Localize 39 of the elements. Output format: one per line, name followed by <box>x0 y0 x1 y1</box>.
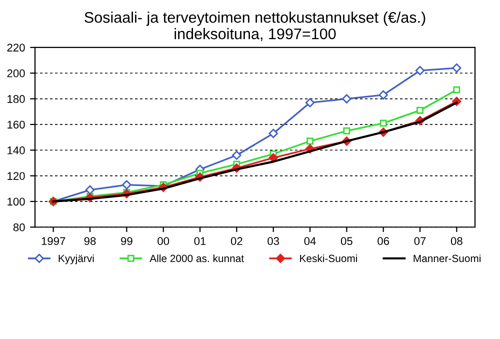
x-tick-label: 00 <box>158 237 170 246</box>
legend-label: Kyyjärvi <box>58 254 94 264</box>
legend-label: Alle 2000 as. kunnat <box>150 254 244 262</box>
point <box>305 98 315 108</box>
x-tick-label: 03 <box>268 237 280 246</box>
x-tick-label: 98 <box>84 237 96 246</box>
point <box>122 180 132 190</box>
y-tick-label: 120 <box>8 172 25 180</box>
y-tick-label: 200 <box>7 69 25 78</box>
point <box>268 128 278 138</box>
x-tick-label: 01 <box>194 237 206 246</box>
x-tick-label: 1997 <box>42 237 66 246</box>
x-tick-label: 08 <box>450 237 462 246</box>
y-tick-label: 140 <box>8 146 25 154</box>
point <box>453 86 460 94</box>
x-tick-label: 04 <box>304 237 316 246</box>
point <box>416 106 424 114</box>
x-tick-label: 06 <box>378 237 390 246</box>
y-tick-label: 180 <box>8 95 25 103</box>
legend-label: Manner-Suomi <box>414 254 481 262</box>
point <box>415 66 425 76</box>
y-tick-label: 100 <box>8 198 25 206</box>
x-tick-label: 99 <box>121 237 132 246</box>
point <box>452 63 462 73</box>
y-tick-label: 160 <box>8 120 25 129</box>
legend-label: Keski-Suomi <box>300 254 357 262</box>
y-tick-label: 220 <box>7 44 25 52</box>
x-tick-label: 05 <box>340 237 352 246</box>
point <box>343 127 350 134</box>
x-tick-label: 07 <box>414 237 426 246</box>
point <box>342 94 352 104</box>
y-tick-label: 80 <box>13 223 25 232</box>
x-tick-label: 02 <box>230 237 242 246</box>
point <box>268 153 278 162</box>
point <box>380 120 387 127</box>
point <box>232 150 242 160</box>
chart-title: Sosiaali- ja terveytoimen nettokustannukset (€/as.) indeksoituna, 1997=100 <box>84 12 426 42</box>
point <box>378 90 388 100</box>
point <box>306 138 314 145</box>
